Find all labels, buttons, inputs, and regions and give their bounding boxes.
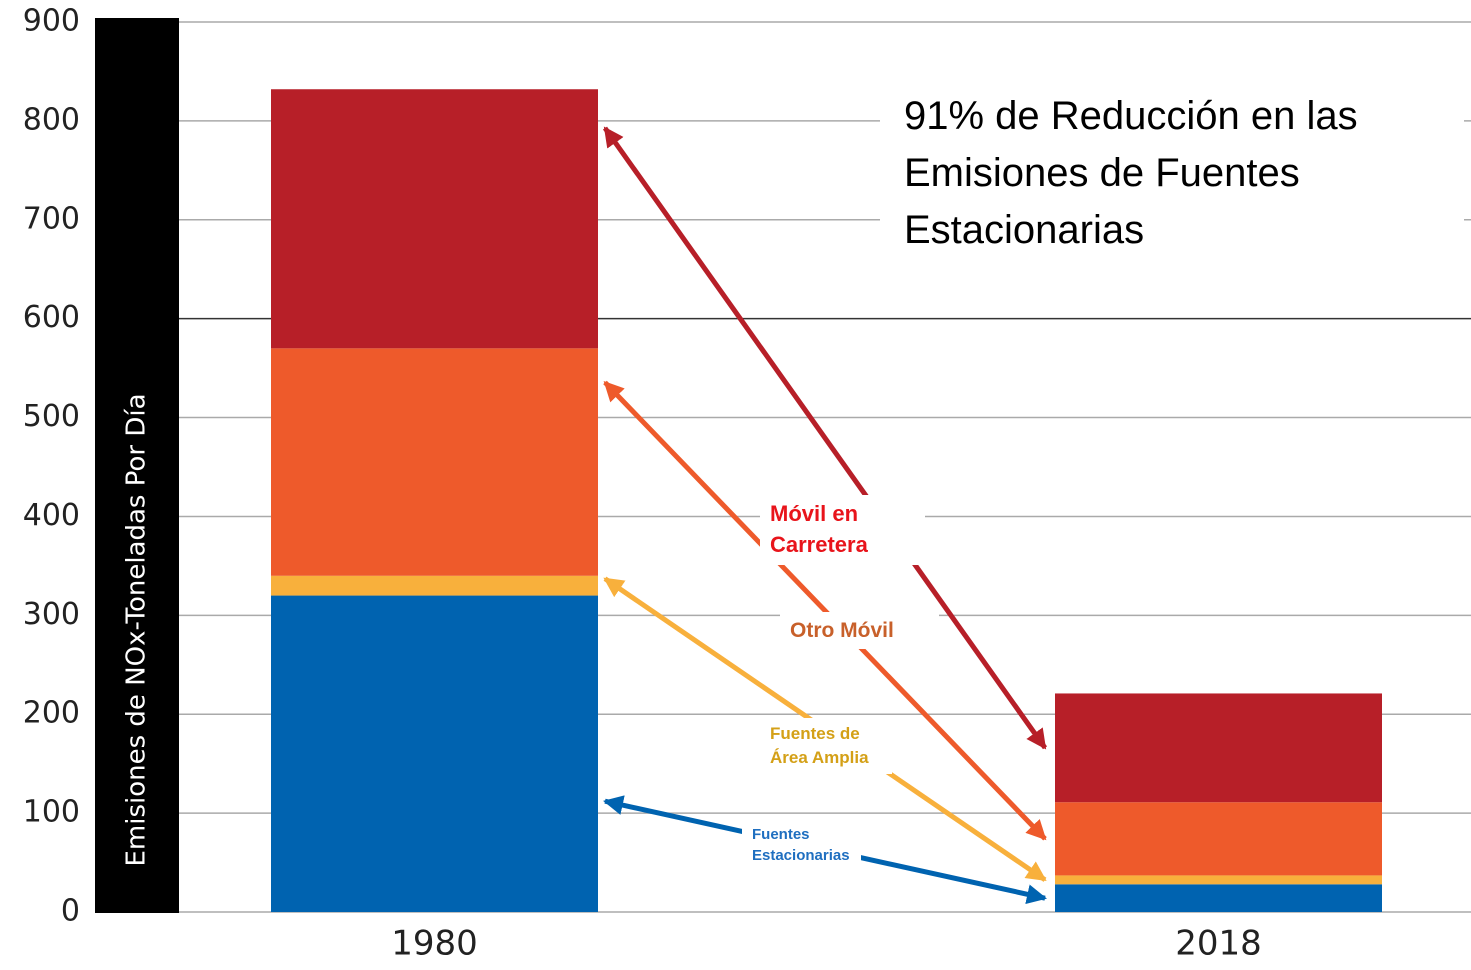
y-title-band xyxy=(95,18,179,913)
y-tick-label: 800 xyxy=(23,102,80,137)
legend-label: Fuentes de Área Amplia xyxy=(760,718,893,774)
annotation-line: Estacionarias xyxy=(904,208,1145,252)
bar-segment xyxy=(271,595,598,912)
y-tick-label: 100 xyxy=(23,795,80,830)
bar-segment xyxy=(1055,693,1382,803)
y-tick-label: 300 xyxy=(23,597,80,632)
x-tick-label: 2018 xyxy=(1175,924,1262,964)
bar-segment xyxy=(271,348,598,576)
bar-segment xyxy=(271,575,598,596)
annotation: 91% de Reducción en las Emisiones de Fuen… xyxy=(880,88,1464,259)
legend-label: Otro Móvil xyxy=(780,612,939,650)
y-tick-label: 400 xyxy=(23,498,80,533)
y-tick-label: 600 xyxy=(23,300,80,335)
annotation-line: Emisiones de Fuentes xyxy=(904,151,1300,195)
y-tick-label: 900 xyxy=(23,4,80,39)
bar-segment xyxy=(1055,875,1382,885)
arrow xyxy=(602,126,1048,750)
y-tick-label: 200 xyxy=(23,696,80,731)
y-axis-title: Emisiones de NOx-Toneladas Por Día xyxy=(122,393,152,866)
bar-segment xyxy=(271,89,598,349)
x-tick-label: 1980 xyxy=(391,924,478,964)
annotation-line: 91% de Reducción en las xyxy=(904,94,1358,138)
bar-segment xyxy=(1055,802,1382,876)
legend-label: Móvil en Carretera xyxy=(760,495,926,565)
y-tick-label: 700 xyxy=(23,201,80,236)
y-tick-label: 0 xyxy=(61,894,80,929)
y-tick-label: 500 xyxy=(23,399,80,434)
legend-label: Fuentes Estacionarias xyxy=(742,820,861,870)
bar-segment xyxy=(1055,884,1382,912)
